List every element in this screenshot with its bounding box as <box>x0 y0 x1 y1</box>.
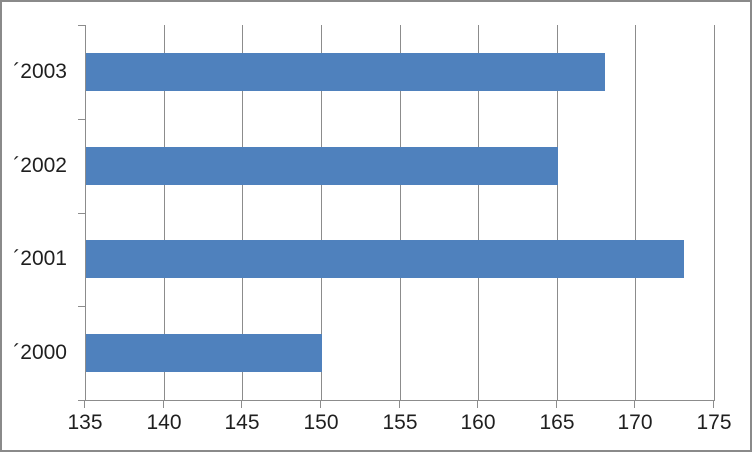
y-cat-label-2000: ´2000 <box>13 341 67 364</box>
bar-2002 <box>86 147 558 185</box>
bar-2001 <box>86 240 684 278</box>
x-tick-175 <box>713 401 714 408</box>
x-tick-155 <box>399 401 400 408</box>
gridline-170 <box>635 25 637 400</box>
x-tick-135 <box>84 401 85 408</box>
x-tick-label-175: 175 <box>696 411 732 434</box>
y-tick-1 <box>78 119 85 120</box>
x-tick-label-165: 165 <box>539 411 575 434</box>
y-tick-0 <box>78 25 85 26</box>
gridline-175 <box>714 25 715 400</box>
x-tick-label-170: 170 <box>617 411 653 434</box>
y-cat-label-2002: ´2002 <box>13 154 67 177</box>
x-tick-label-150: 150 <box>303 411 339 434</box>
y-tick-4 <box>78 400 85 401</box>
y-tick-2 <box>78 213 85 214</box>
x-tick-label-145: 145 <box>224 411 260 434</box>
y-cat-label-2003: ´2003 <box>13 60 67 83</box>
bar-2000 <box>86 334 322 372</box>
x-tick-160 <box>477 401 478 408</box>
x-tick-label-160: 160 <box>460 411 496 434</box>
x-tick-label-155: 155 <box>382 411 418 434</box>
y-tick-3 <box>78 306 85 307</box>
gridline-165 <box>556 25 558 400</box>
x-tick-145 <box>241 401 242 408</box>
plot-area <box>85 25 715 401</box>
gridline-150 <box>320 25 322 400</box>
x-tick-140 <box>163 401 164 408</box>
x-tick-170 <box>634 401 635 408</box>
y-cat-label-2001: ´2001 <box>13 247 67 270</box>
x-tick-150 <box>320 401 321 408</box>
x-tick-label-135: 135 <box>67 411 103 434</box>
gridline-160 <box>478 25 480 400</box>
gridline-145 <box>242 25 244 400</box>
bar-2003 <box>86 53 605 91</box>
x-tick-165 <box>556 401 557 408</box>
gridline-155 <box>399 25 401 400</box>
x-tick-label-140: 140 <box>146 411 182 434</box>
gridline-140 <box>163 25 165 400</box>
